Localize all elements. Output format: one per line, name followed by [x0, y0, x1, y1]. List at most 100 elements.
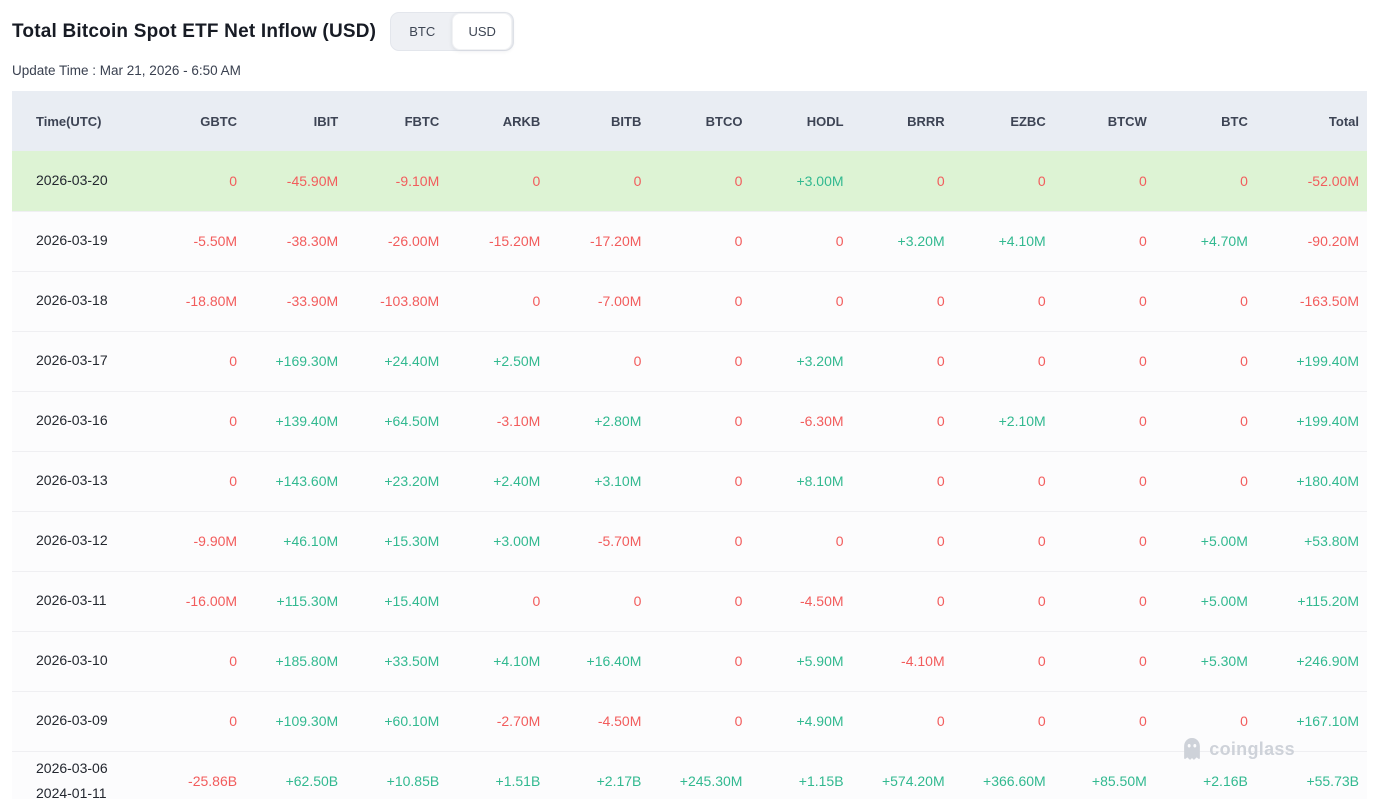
value-cell: +2.16B: [1164, 750, 1266, 799]
value-cell: +3.20M: [760, 330, 862, 391]
value-cell: +115.30M: [255, 570, 357, 631]
value-cell: +366.60M: [962, 750, 1064, 799]
table-row: 2026-03-11 -16.00M +115.30M +15.40M 0 0 0 -4.50…: [12, 570, 1367, 631]
value-cell: -7.00M: [558, 270, 660, 331]
value-cell: 0: [1164, 390, 1266, 451]
value-cell: -45.90M: [255, 151, 357, 211]
value-cell: 0: [760, 270, 862, 331]
date-cell: 2026-03-13: [12, 450, 154, 511]
value-cell: +199.40M: [1265, 390, 1367, 451]
value-cell: +33.50M: [356, 630, 458, 691]
value-cell: 0: [1063, 390, 1165, 451]
value-cell: 0: [154, 330, 256, 391]
value-cell: 0: [861, 390, 963, 451]
value-cell: 0: [1063, 570, 1165, 631]
value-cell: +574.20M: [861, 750, 963, 799]
value-cell: +167.10M: [1265, 690, 1367, 751]
etf-inflow-table-wrap: Time(UTC) GBTC IBIT FBTC ARKB BITB BTCO HODL BRR…: [12, 91, 1367, 799]
value-cell: +85.50M: [1063, 750, 1165, 799]
table-row: 2026-03-10 0 +185.80M +33.50M +4.10M +16.40M 0…: [12, 630, 1367, 691]
value-cell: 0: [1063, 630, 1165, 691]
value-cell: -52.00M: [1265, 151, 1367, 211]
value-cell: 0: [558, 151, 660, 211]
value-cell: +245.30M: [659, 750, 761, 799]
value-cell: 0: [962, 570, 1064, 631]
value-cell: -9.90M: [154, 510, 256, 571]
value-cell: -163.50M: [1265, 270, 1367, 331]
column-header: Total: [1265, 91, 1367, 151]
value-cell: +3.00M: [457, 510, 559, 571]
value-cell: -15.20M: [457, 210, 559, 271]
value-cell: 0: [558, 570, 660, 631]
value-cell: -4.50M: [558, 690, 660, 751]
value-cell: +4.90M: [760, 690, 862, 751]
value-cell: +53.80M: [1265, 510, 1367, 571]
value-cell: -18.80M: [154, 270, 256, 331]
value-cell: -33.90M: [255, 270, 357, 331]
table-row: 2026-03-16 0 +139.40M +64.50M -3.10M +2.80M 0-…: [12, 390, 1367, 451]
value-cell: -103.80M: [356, 270, 458, 331]
value-cell: +64.50M: [356, 390, 458, 451]
value-cell: +4.70M: [1164, 210, 1266, 271]
value-cell: +4.10M: [457, 630, 559, 691]
value-cell: 0: [659, 450, 761, 511]
value-cell: 0: [659, 570, 761, 631]
value-cell: -3.10M: [457, 390, 559, 451]
value-cell: 0: [861, 510, 963, 571]
etf-inflow-table: Time(UTC) GBTC IBIT FBTC ARKB BITB BTCO HODL BRR…: [12, 91, 1367, 799]
value-cell: +55.73B: [1265, 750, 1367, 799]
value-cell: +1.51B: [457, 750, 559, 799]
value-cell: +3.00M: [760, 151, 862, 211]
value-cell: 0: [1164, 270, 1266, 331]
value-cell: +8.10M: [760, 450, 862, 511]
date-cell: 2026-03-17: [12, 330, 154, 391]
value-cell: +10.85B: [356, 750, 458, 799]
date-cell: 2026-03-19: [12, 210, 154, 271]
date-cell: 2026-03-10: [12, 630, 154, 691]
table-row: 2026-03-13 0 +143.60M +23.20M +2.40M +3.10M 0 +…: [12, 450, 1367, 511]
value-cell: 0: [457, 270, 559, 331]
value-cell: +185.80M: [255, 630, 357, 691]
value-cell: 0: [154, 390, 256, 451]
value-cell: +5.00M: [1164, 510, 1266, 571]
value-cell: +199.40M: [1265, 330, 1367, 391]
column-header: FBTC: [356, 91, 458, 151]
value-cell: +23.20M: [356, 450, 458, 511]
value-cell: -5.50M: [154, 210, 256, 271]
table-row: 2026-03-20 0 -45.90M -9.10M 0 0 0 +3.00M 0 0 0 0 -52…: [12, 151, 1367, 211]
date-cell: 2026-03-06 2024-01-11: [12, 750, 154, 799]
column-header: BTCO: [659, 91, 761, 151]
table-body: 2026-03-20 0 -45.90M -9.10M 0 0 0 +3.00M 0 0 0 0 -52…: [12, 151, 1367, 799]
value-cell: 0: [1164, 330, 1266, 391]
value-cell: 0: [861, 450, 963, 511]
column-header: HODL: [760, 91, 862, 151]
column-header: IBIT: [255, 91, 357, 151]
column-header: EZBC: [962, 91, 1064, 151]
value-cell: +3.20M: [861, 210, 963, 271]
value-cell: 0: [760, 510, 862, 571]
value-cell: -2.70M: [457, 690, 559, 751]
value-cell: +2.50M: [457, 330, 559, 391]
value-cell: -17.20M: [558, 210, 660, 271]
toggle-usd[interactable]: USD: [452, 13, 513, 50]
value-cell: 0: [1164, 690, 1266, 751]
value-cell: -26.00M: [356, 210, 458, 271]
column-header: BTC: [1164, 91, 1266, 151]
column-header: BRRR: [861, 91, 963, 151]
value-cell: 0: [457, 151, 559, 211]
page-title: Total Bitcoin Spot ETF Net Inflow (USD): [12, 20, 377, 42]
value-cell: +15.40M: [356, 570, 458, 631]
column-header: BITB: [558, 91, 660, 151]
value-cell: +2.17B: [558, 750, 660, 799]
value-cell: -25.86B: [154, 750, 256, 799]
value-cell: 0: [962, 330, 1064, 391]
value-cell: 0: [962, 450, 1064, 511]
value-cell: 0: [962, 270, 1064, 331]
value-cell: +15.30M: [356, 510, 458, 571]
value-cell: 0: [1063, 690, 1165, 751]
toggle-btc[interactable]: BTC: [409, 24, 436, 39]
value-cell: 0: [861, 570, 963, 631]
value-cell: +1.15B: [760, 750, 862, 799]
value-cell: 0: [861, 330, 963, 391]
column-header: ARKB: [457, 91, 559, 151]
